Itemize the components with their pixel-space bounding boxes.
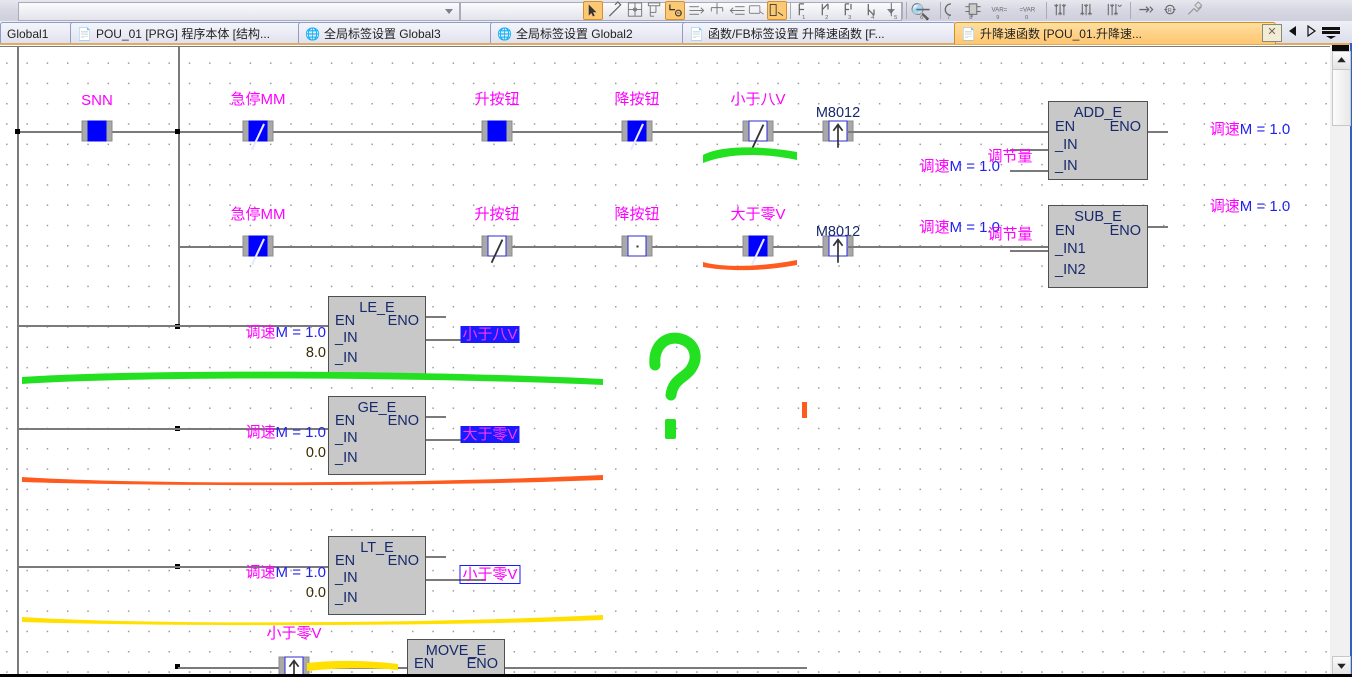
- svg-text:=VAR: =VAR: [1019, 6, 1035, 13]
- svg-text:VAR=: VAR=: [991, 6, 1007, 13]
- svg-text:8: 8: [969, 15, 972, 20]
- svg-text:6: 6: [920, 15, 923, 20]
- svg-text:3: 3: [848, 15, 851, 20]
- svg-text:2: 2: [825, 15, 828, 20]
- svg-text:5: 5: [894, 15, 897, 20]
- svg-text:R: R: [1168, 8, 1172, 14]
- svg-text:<>: <>: [677, 11, 682, 16]
- svg-text:1: 1: [802, 15, 805, 20]
- svg-text:9: 9: [996, 15, 999, 20]
- svg-text:0: 0: [1025, 15, 1028, 20]
- svg-text:4: 4: [871, 15, 874, 20]
- svg-text:7: 7: [947, 15, 950, 20]
